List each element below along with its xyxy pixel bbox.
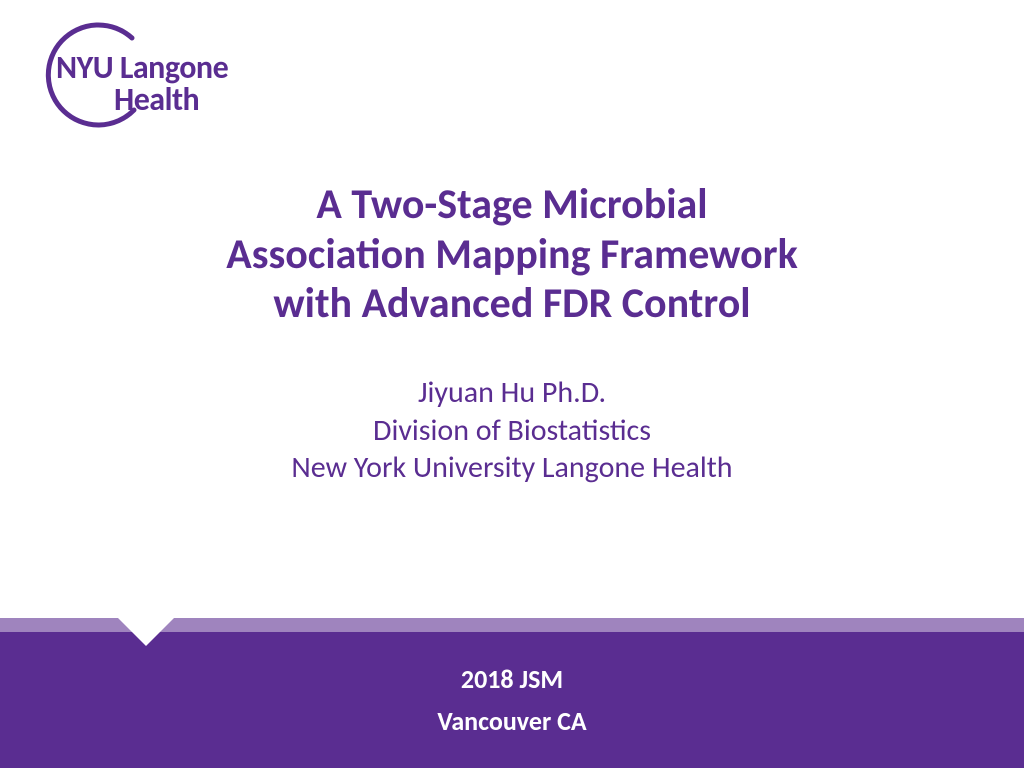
author-division: Division of Biostatistics: [0, 412, 1024, 450]
footer-main: 2018 JSM Vancouver CA: [0, 632, 1024, 768]
slide-title: A Two-Stage Microbial Association Mappin…: [0, 180, 1024, 329]
slide-footer: 2018 JSM Vancouver CA: [0, 618, 1024, 768]
footer-event: 2018 JSM: [461, 663, 563, 695]
author-affiliation: New York University Langone Health: [0, 449, 1024, 487]
logo-text-line2: Health: [56, 84, 314, 116]
author-name: Jiyuan Hu Ph.D.: [0, 374, 1024, 412]
title-line-1: A Two-Stage Microbial: [0, 180, 1024, 230]
author-block: Jiyuan Hu Ph.D. Division of Biostatistic…: [0, 374, 1024, 487]
footer-notch-icon: [118, 618, 174, 646]
title-line-2: Association Mapping Framework: [0, 230, 1024, 280]
footer-location: Vancouver CA: [437, 705, 586, 737]
org-logo: NYU Langone Health: [44, 28, 314, 128]
title-line-3: with Advanced FDR Control: [0, 279, 1024, 329]
